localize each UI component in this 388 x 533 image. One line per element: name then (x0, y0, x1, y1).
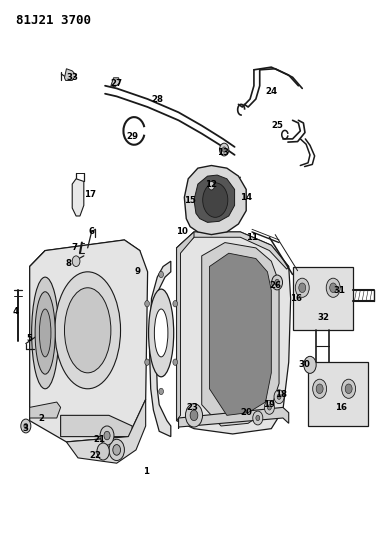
Polygon shape (111, 78, 120, 87)
Circle shape (253, 411, 263, 425)
Circle shape (342, 379, 356, 398)
Polygon shape (30, 402, 61, 418)
Circle shape (345, 384, 352, 393)
Text: 28: 28 (151, 94, 163, 103)
Ellipse shape (154, 309, 168, 357)
Circle shape (100, 426, 114, 445)
Text: 14: 14 (240, 193, 252, 202)
Circle shape (256, 415, 260, 421)
Text: 8: 8 (65, 260, 71, 268)
Polygon shape (177, 232, 289, 269)
Circle shape (220, 143, 229, 156)
Polygon shape (202, 243, 279, 426)
Polygon shape (177, 232, 291, 434)
Circle shape (21, 419, 31, 433)
Circle shape (173, 301, 178, 307)
Text: 22: 22 (89, 451, 101, 460)
Text: 12: 12 (205, 180, 217, 189)
Circle shape (304, 357, 316, 373)
Text: 16: 16 (335, 403, 347, 412)
Polygon shape (293, 266, 353, 330)
Polygon shape (30, 240, 147, 442)
Polygon shape (66, 399, 146, 463)
Text: 23: 23 (186, 403, 198, 412)
Circle shape (295, 278, 309, 297)
Polygon shape (149, 261, 171, 437)
Text: 27: 27 (111, 78, 123, 87)
Circle shape (267, 405, 271, 410)
Circle shape (222, 147, 226, 152)
Circle shape (97, 443, 109, 460)
Polygon shape (64, 69, 76, 80)
Circle shape (104, 431, 110, 440)
Circle shape (264, 400, 274, 414)
Text: 18: 18 (275, 390, 287, 399)
Text: 31: 31 (333, 286, 345, 295)
Text: 81J21 3700: 81J21 3700 (16, 14, 91, 27)
Circle shape (145, 359, 149, 366)
Ellipse shape (109, 439, 125, 461)
Ellipse shape (32, 277, 59, 389)
Polygon shape (177, 232, 194, 421)
Ellipse shape (149, 289, 174, 377)
Text: 17: 17 (83, 190, 96, 199)
Text: 10: 10 (177, 228, 188, 237)
Text: 33: 33 (66, 73, 78, 82)
Circle shape (159, 388, 163, 394)
Polygon shape (210, 253, 271, 415)
Circle shape (72, 256, 80, 266)
Text: 11: 11 (246, 233, 258, 242)
Text: 2: 2 (38, 414, 44, 423)
Text: 6: 6 (88, 228, 95, 237)
Text: 24: 24 (265, 86, 277, 95)
Ellipse shape (35, 292, 55, 374)
Circle shape (24, 423, 28, 429)
Ellipse shape (64, 288, 111, 373)
Polygon shape (30, 240, 140, 272)
Text: 15: 15 (184, 196, 196, 205)
Polygon shape (178, 407, 289, 429)
Circle shape (173, 359, 178, 366)
Text: 30: 30 (298, 360, 310, 369)
Circle shape (299, 283, 306, 293)
Circle shape (159, 271, 163, 278)
Text: 3: 3 (23, 424, 29, 433)
Text: 20: 20 (240, 408, 252, 417)
Polygon shape (61, 415, 132, 437)
Ellipse shape (203, 183, 228, 217)
Polygon shape (194, 175, 235, 222)
Text: 13: 13 (217, 148, 229, 157)
Text: 25: 25 (271, 121, 283, 130)
Ellipse shape (39, 309, 51, 357)
Text: 21: 21 (93, 435, 105, 444)
Circle shape (185, 403, 203, 427)
Text: 9: 9 (135, 268, 141, 276)
Text: 1: 1 (143, 467, 149, 475)
Polygon shape (30, 251, 45, 421)
Text: 5: 5 (27, 334, 33, 343)
Text: 19: 19 (263, 400, 275, 409)
Text: 29: 29 (126, 132, 138, 141)
Polygon shape (72, 179, 84, 216)
Circle shape (190, 410, 198, 421)
Text: 16: 16 (291, 294, 303, 303)
Circle shape (145, 301, 149, 307)
Text: 26: 26 (269, 280, 281, 289)
Circle shape (330, 283, 337, 293)
Ellipse shape (55, 272, 121, 389)
Circle shape (208, 181, 215, 190)
Circle shape (272, 275, 282, 290)
Circle shape (326, 278, 340, 297)
Ellipse shape (113, 445, 121, 455)
Polygon shape (308, 362, 368, 426)
Text: 32: 32 (317, 312, 329, 321)
Circle shape (274, 390, 284, 403)
Text: 7: 7 (71, 244, 77, 253)
Circle shape (275, 279, 279, 286)
Text: 4: 4 (12, 307, 19, 316)
Circle shape (313, 379, 327, 398)
Polygon shape (184, 165, 246, 235)
Circle shape (277, 394, 281, 399)
Circle shape (316, 384, 323, 393)
